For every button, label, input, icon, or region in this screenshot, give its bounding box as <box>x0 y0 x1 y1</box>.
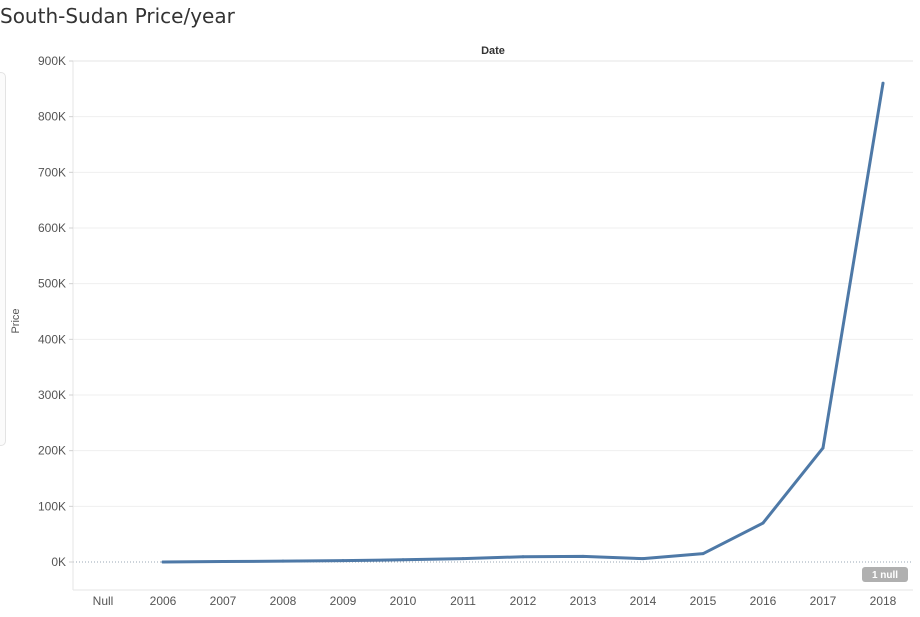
gridlines <box>73 60 913 563</box>
axes <box>72 60 913 591</box>
x-tick-label: 2016 <box>750 594 777 608</box>
x-axis-ticks: Null 2006 2007 2008 2009 2010 2011 2012 2013 2014… <box>93 594 897 608</box>
x-tick-label: 2007 <box>210 594 237 608</box>
null-indicator[interactable]: 1 null <box>862 567 908 582</box>
y-axis-ticks: 0K 100K 200K 300K 400K 500K 600K 700K 800K 900K <box>38 54 73 569</box>
x-tick-label: 2013 <box>570 594 597 608</box>
x-tick-label: 2011 <box>450 594 476 608</box>
y-tick-label: 900K <box>38 54 66 68</box>
data-point-2006[interactable] <box>161 560 165 564</box>
data-point-2007[interactable] <box>221 560 225 564</box>
y-tick-label: 300K <box>38 388 66 402</box>
data-point-2018[interactable] <box>881 81 885 85</box>
data-point-2010[interactable] <box>401 558 405 562</box>
x-tick-label: 2018 <box>870 594 897 608</box>
data-point-2013[interactable] <box>581 554 585 558</box>
x-tick-label: Null <box>93 594 114 608</box>
data-point-2015[interactable] <box>701 552 705 556</box>
chart-title: South-Sudan Price/year <box>0 4 235 28</box>
x-tick-label: 2014 <box>630 594 657 608</box>
x-tick-label: 2009 <box>330 594 357 608</box>
x-tick-label: 2012 <box>510 594 537 608</box>
data-point-2011[interactable] <box>461 557 465 561</box>
x-tick-label: 2010 <box>390 594 417 608</box>
y-tick-label: 700K <box>38 165 66 179</box>
y-tick-label: 0K <box>51 555 66 569</box>
data-point-2012[interactable] <box>521 555 525 559</box>
data-point-2009[interactable] <box>341 559 345 563</box>
x-tick-label: 2006 <box>150 594 177 608</box>
x-axis-title: Date <box>481 45 505 57</box>
null-indicator-label: 1 null <box>872 570 898 581</box>
y-tick-label: 100K <box>38 499 66 513</box>
y-axis-title: Price <box>10 308 22 333</box>
data-point-2008[interactable] <box>281 559 285 563</box>
x-tick-label: 2017 <box>810 594 837 608</box>
y-tick-label: 800K <box>38 110 66 124</box>
x-tick-label: 2015 <box>690 594 717 608</box>
data-point-2014[interactable] <box>641 557 645 561</box>
data-point-2016[interactable] <box>761 521 765 525</box>
series-layer <box>161 81 885 564</box>
y-tick-label: 200K <box>38 444 66 458</box>
y-tick-label: 500K <box>38 277 66 291</box>
data-point-2017[interactable] <box>821 446 825 450</box>
series-line[interactable] <box>161 81 885 564</box>
y-tick-label: 600K <box>38 221 66 235</box>
side-panel-edge <box>0 72 6 446</box>
x-tick-label: 2008 <box>270 594 297 608</box>
y-tick-label: 400K <box>38 332 66 346</box>
